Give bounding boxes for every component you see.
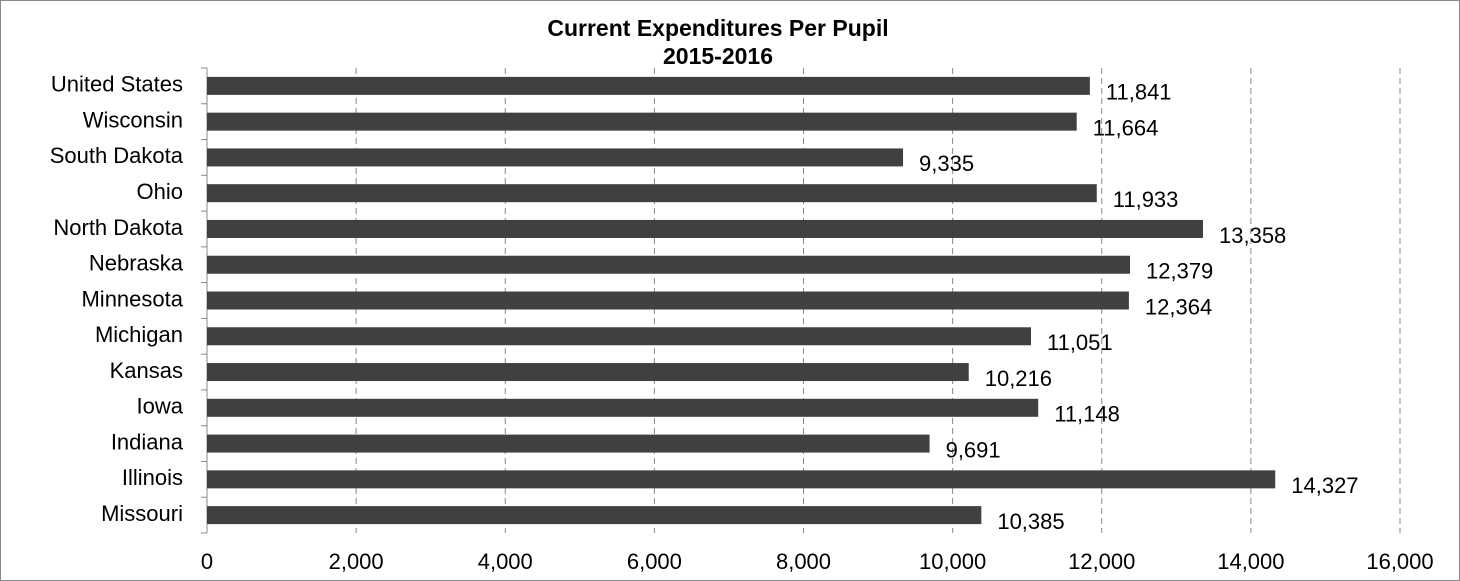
bar — [207, 506, 982, 525]
x-tick-label: 2,000 — [329, 549, 384, 574]
y-tick-label: Illinois — [122, 465, 183, 490]
bar — [207, 363, 969, 382]
data-label: 11,841 — [1106, 80, 1172, 105]
bar — [207, 327, 1031, 346]
y-tick-label: Michigan — [95, 322, 183, 347]
bar — [207, 219, 1204, 238]
bar — [207, 434, 930, 453]
y-tick-label: Indiana — [111, 429, 184, 454]
bar — [207, 398, 1039, 417]
bar — [207, 291, 1129, 310]
y-tick-label: Wisconsin — [83, 107, 183, 132]
x-tick-label: 0 — [201, 549, 213, 574]
data-label: 12,379 — [1146, 259, 1213, 284]
bar — [207, 76, 1090, 95]
bar — [207, 148, 904, 167]
bar — [207, 255, 1131, 274]
y-tick-label: Missouri — [101, 501, 183, 526]
y-tick-label: Kansas — [110, 358, 183, 383]
data-label: 11,664 — [1093, 115, 1159, 140]
y-tick-label: North Dakota — [53, 215, 183, 240]
data-label: 11,933 — [1113, 187, 1179, 212]
data-label: 11,051 — [1047, 330, 1113, 355]
data-label: 10,216 — [985, 366, 1052, 391]
data-label: 9,335 — [919, 151, 974, 176]
data-label: 9,691 — [946, 437, 1001, 462]
y-tick-label: Ohio — [137, 179, 183, 204]
x-tick-label: 8,000 — [776, 549, 831, 574]
bar — [207, 184, 1097, 203]
x-tick-label: 4,000 — [478, 549, 533, 574]
y-tick-label: South Dakota — [50, 143, 184, 168]
y-tick-label: Nebraska — [89, 251, 184, 276]
data-label: 10,385 — [997, 509, 1064, 534]
y-tick-label: United States — [51, 72, 183, 97]
x-tick-label: 6,000 — [627, 549, 682, 574]
data-label: 12,364 — [1145, 294, 1212, 319]
bar — [207, 112, 1077, 131]
y-tick-label: Minnesota — [81, 286, 183, 311]
y-tick-label: Iowa — [137, 394, 184, 419]
chart-title: Current Expenditures Per Pupil — [547, 15, 888, 41]
x-tick-label: 16,000 — [1366, 549, 1433, 574]
data-label: 11,148 — [1054, 402, 1120, 427]
x-tick-label: 10,000 — [919, 549, 986, 574]
x-tick-label: 12,000 — [1068, 549, 1135, 574]
chart-subtitle: 2015-2016 — [663, 43, 773, 69]
bar — [207, 470, 1276, 489]
data-label: 14,327 — [1291, 473, 1358, 498]
x-tick-label: 14,000 — [1217, 549, 1284, 574]
data-label: 13,358 — [1219, 223, 1286, 248]
